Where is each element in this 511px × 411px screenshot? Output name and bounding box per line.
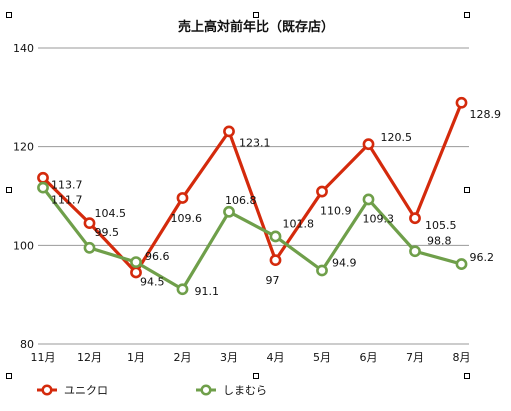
series-line — [41, 186, 464, 291]
data-label: 109.6 — [171, 212, 203, 225]
resize-handle[interactable] — [253, 373, 259, 379]
data-label: 104.5 — [95, 207, 127, 220]
data-point — [130, 256, 142, 269]
data-point — [83, 241, 96, 254]
y-tick-label: 100 — [13, 239, 34, 252]
series-line — [41, 101, 464, 275]
y-tick-label: 140 — [13, 42, 34, 55]
x-tick-label: 2月 — [174, 351, 192, 364]
data-label: 91.1 — [195, 285, 220, 298]
resize-handle[interactable] — [464, 12, 470, 18]
resize-handle[interactable] — [6, 12, 12, 18]
data-point — [176, 283, 189, 296]
data-label: 99.5 — [95, 226, 120, 239]
data-point — [176, 192, 189, 204]
resize-handle[interactable] — [464, 373, 470, 379]
data-point — [223, 125, 235, 138]
legend-label: しまむら — [223, 384, 267, 397]
x-tick-label: 6月 — [360, 351, 378, 364]
data-point — [409, 245, 421, 258]
legend-label: ユニクロ — [64, 384, 108, 397]
y-tick-label: 80 — [20, 338, 34, 351]
x-tick-label: 11月 — [31, 351, 56, 364]
data-point — [455, 96, 468, 109]
resize-handle[interactable] — [6, 373, 12, 379]
data-label: 97 — [266, 274, 280, 287]
legend-item: しまむら — [196, 384, 267, 397]
resize-handle[interactable] — [464, 187, 470, 193]
data-point — [223, 205, 235, 218]
series-1 — [37, 96, 468, 279]
legend-item: ユニクロ — [37, 384, 108, 397]
data-point — [83, 217, 96, 230]
data-label: 109.3 — [363, 212, 395, 225]
x-tick-label: 7月 — [406, 351, 424, 364]
data-point — [409, 212, 421, 225]
data-label: 123.1 — [239, 136, 271, 149]
data-label: 98.8 — [427, 234, 452, 247]
x-tick-label: 3月 — [220, 351, 238, 364]
x-tick-label: 1月 — [127, 351, 145, 364]
x-tick-label: 5月 — [313, 351, 331, 364]
resize-handle[interactable] — [6, 187, 12, 193]
data-point — [316, 185, 328, 198]
data-point — [37, 171, 49, 184]
data-label: 106.8 — [225, 194, 257, 207]
data-label: 110.9 — [320, 205, 352, 218]
data-label: 128.9 — [470, 108, 502, 121]
legend: ユニクロ しまむら — [37, 384, 267, 397]
y-axis: 80 100 120 140 — [13, 42, 34, 351]
selection-handles[interactable] — [6, 12, 470, 379]
data-point — [362, 138, 375, 151]
x-tick-label: 12月 — [77, 351, 102, 364]
data-point — [269, 230, 282, 243]
data-label: 96.6 — [145, 250, 170, 263]
data-point — [269, 254, 282, 267]
data-label: 94.9 — [332, 256, 357, 269]
x-tick-label: 4月 — [267, 351, 285, 364]
data-point — [455, 258, 468, 270]
legend-swatch-marker — [41, 384, 53, 396]
data-labels: 113.7 104.5 94.5 109.6 123.1 97 110.9 120.5 105.… — [51, 108, 501, 298]
y-tick-label: 120 — [13, 141, 34, 154]
data-label: 120.5 — [381, 131, 413, 144]
data-label: 111.7 — [51, 194, 83, 207]
data-label: 96.2 — [470, 251, 495, 264]
data-point — [37, 181, 49, 194]
data-point — [362, 193, 375, 206]
resize-handle[interactable] — [253, 12, 259, 18]
data-label: 113.7 — [51, 179, 83, 192]
data-label: 94.5 — [140, 275, 165, 288]
x-tick-label: 8月 — [453, 351, 471, 364]
data-point — [316, 264, 328, 277]
data-label: 101.8 — [283, 217, 315, 230]
x-axis: 11月 12月 1月 2月 3月 4月 5月 6月 7月 8月 — [31, 351, 471, 364]
data-label: 105.5 — [425, 219, 457, 232]
legend-swatch-marker — [200, 384, 212, 396]
series-2 — [37, 181, 468, 296]
chart-title: 売上高対前年比（既存店） — [178, 19, 334, 35]
series-lines — [37, 96, 468, 296]
